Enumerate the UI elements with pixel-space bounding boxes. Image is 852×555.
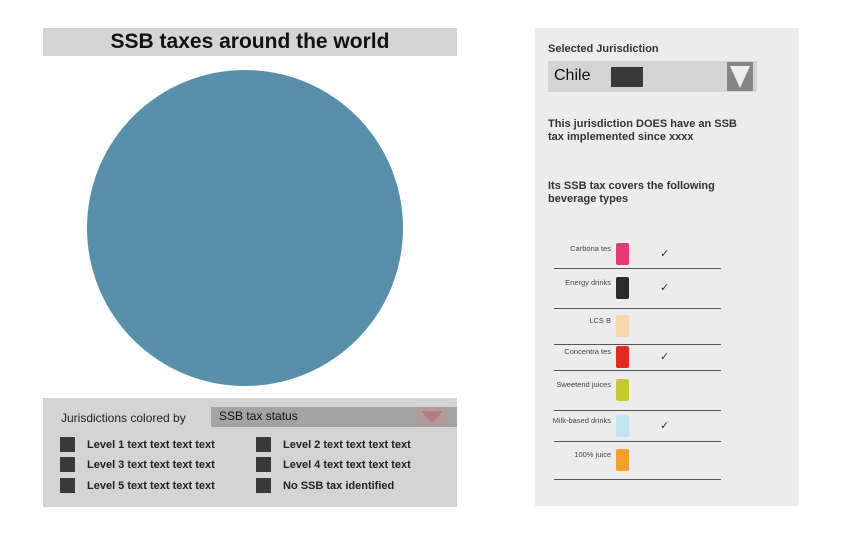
beverage-label: Sweetend juices: [556, 380, 611, 389]
legend-swatch: [60, 437, 75, 452]
legend-label: Level 1 text text text text: [87, 438, 215, 451]
jurisdiction-panel: Selected Jurisdiction Chile This jurisdi…: [535, 28, 799, 506]
legend-label: Level 5 text text text text: [87, 479, 215, 492]
colored-by-value: SSB tax status: [219, 409, 298, 423]
jurisdiction-select[interactable]: Chile: [548, 61, 757, 92]
legend-label: No SSB tax identified: [283, 479, 395, 492]
beverage-label: Milk-based drinks: [552, 415, 611, 425]
legend-panel: Jurisdictions colored by SSB tax status …: [43, 398, 457, 507]
beverage-row: Carbona tes ✓: [554, 240, 721, 269]
beverage-row: 100% juice: [554, 441, 721, 480]
beverage-icon: [616, 346, 629, 368]
beverage-label: Concentra tes: [564, 347, 611, 356]
legend-item: Level 4 text text text text: [256, 457, 411, 472]
legend-item: Level 5 text text text text: [60, 478, 215, 493]
beverage-label: 100% juice: [574, 450, 611, 459]
legend-swatch: [60, 478, 75, 493]
beverage-label: Carbona tes: [570, 244, 611, 253]
legend-item: Level 2 text text text text: [256, 437, 411, 452]
colored-by-label: Jurisdictions colored by: [61, 411, 186, 425]
chevron-down-icon[interactable]: [417, 407, 447, 427]
legend-label: Level 4 text text text text: [283, 458, 411, 471]
jurisdiction-color-swatch: [611, 67, 643, 87]
world-map-globe[interactable]: [87, 70, 403, 386]
jurisdiction-value: Chile: [554, 67, 591, 84]
legend-item: Level 1 text text text text: [60, 437, 215, 452]
beverage-icon: [616, 414, 629, 437]
legend-swatch: [256, 437, 271, 452]
legend-swatch: [256, 457, 271, 472]
legend-item: Level 3 text text text text: [60, 457, 215, 472]
selected-jurisdiction-label: Selected Jurisdiction: [548, 43, 659, 55]
beverage-row: Sweetend juices: [554, 370, 721, 411]
legend-item: No SSB tax identified: [256, 478, 394, 493]
legend-swatch: [60, 457, 75, 472]
beverage-icon: [616, 449, 629, 471]
beverage-row: LCS B: [554, 308, 721, 345]
legend-label: Level 2 text text text text: [283, 438, 411, 451]
beverage-row: Concentra tes ✓: [554, 344, 721, 371]
coverage-heading: Its SSB tax covers the following beverag…: [548, 180, 715, 205]
check-icon: ✓: [660, 282, 670, 294]
beverage-row: Energy drinks ✓: [554, 268, 721, 309]
beverage-label: Energy drinks: [565, 278, 611, 287]
check-icon: ✓: [660, 351, 670, 363]
page-title: SSB taxes around the world: [43, 28, 457, 56]
beverage-label: LCS B: [589, 316, 611, 325]
beverage-icon: [616, 315, 629, 337]
beverage-row: Milk-based drinks ✓: [552, 410, 721, 442]
beverage-icon: [616, 379, 629, 401]
colored-by-select[interactable]: SSB tax status: [211, 407, 457, 427]
legend-swatch: [256, 478, 271, 493]
legend-label: Level 3 text text text text: [87, 458, 215, 471]
beverage-icon: [616, 243, 629, 265]
beverage-icon: [616, 277, 629, 299]
check-icon: ✓: [660, 248, 670, 260]
check-icon: ✓: [660, 419, 670, 432]
chevron-down-icon[interactable]: [727, 62, 753, 91]
tax-status-text: This jurisdiction DOES have an SSB tax i…: [548, 118, 737, 143]
